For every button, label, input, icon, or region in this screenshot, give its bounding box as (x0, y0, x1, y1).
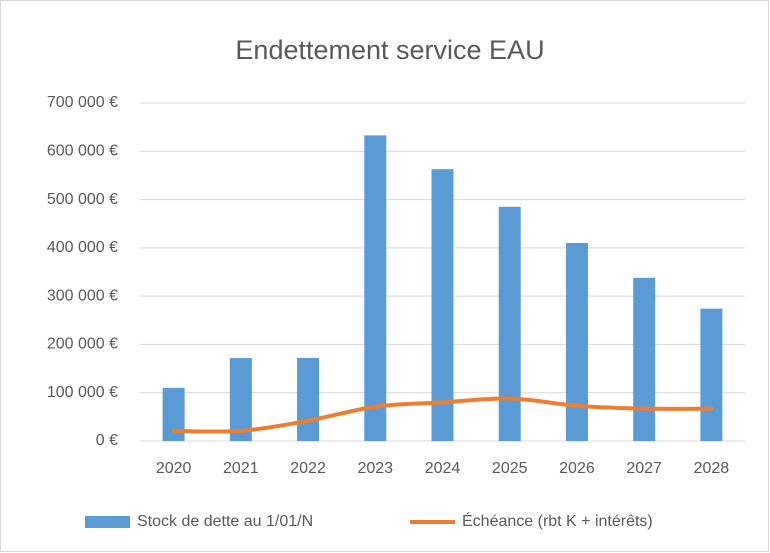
legend-swatch (85, 516, 130, 528)
x-tick-label: 2025 (492, 460, 528, 477)
y-tick-label: 300 000 € (47, 287, 118, 304)
x-tick-label: 2020 (156, 460, 192, 477)
bar (700, 308, 723, 441)
x-tick-label: 2026 (559, 460, 595, 477)
x-tick-label: 2028 (694, 460, 730, 477)
bar (633, 277, 656, 441)
line (171, 396, 714, 434)
bar (297, 357, 320, 441)
x-tick-label: 2027 (626, 460, 662, 477)
x-tick-label: 2022 (290, 460, 326, 477)
y-tick-label: 200 000 € (47, 336, 118, 353)
bar (364, 135, 387, 441)
legend-label: Échéance (rbt K + intérêts) (462, 511, 653, 530)
y-tick-label: 600 000 € (47, 143, 118, 160)
y-tick-label: 700 000 € (47, 94, 118, 111)
bar (229, 357, 252, 441)
x-tick-label: 2023 (357, 460, 393, 477)
y-tick-label: 400 000 € (47, 239, 118, 256)
x-tick-label: 2021 (223, 460, 259, 477)
bar (162, 387, 185, 441)
bar (498, 206, 521, 441)
chart-title: Endettement service EAU (235, 35, 544, 65)
y-tick-label: 0 € (96, 432, 118, 449)
bar (565, 243, 588, 441)
y-tick-label: 500 000 € (47, 191, 118, 208)
x-tick-label: 2024 (425, 460, 461, 477)
bar (431, 169, 454, 441)
legend-label: Stock de dette au 1/01/N (137, 513, 313, 530)
y-tick-label: 100 000 € (47, 384, 118, 401)
